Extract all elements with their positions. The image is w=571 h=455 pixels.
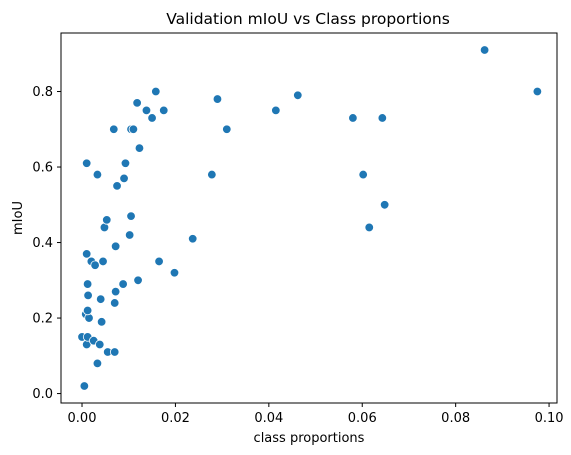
data-point [142, 106, 151, 115]
x-tick-label: 0.02 [161, 411, 190, 426]
chart-title: Validation mIoU vs Class proportions [166, 10, 450, 28]
y-tick-label: 0.4 [32, 236, 53, 251]
data-point [272, 106, 281, 115]
data-point [93, 170, 102, 179]
data-point [125, 231, 134, 240]
data-point [95, 340, 104, 349]
data-point [134, 276, 143, 285]
data-point [349, 114, 358, 123]
x-tick-label: 0.06 [348, 411, 377, 426]
data-point [380, 200, 389, 209]
data-point [208, 170, 217, 179]
data-point [110, 348, 119, 357]
data-point [155, 257, 164, 266]
data-point [135, 144, 144, 153]
data-point [113, 182, 122, 191]
data-point [188, 234, 197, 243]
data-point [148, 114, 157, 123]
data-point [91, 261, 100, 270]
data-point [120, 174, 129, 183]
data-point [129, 125, 138, 134]
data-point [159, 106, 168, 115]
y-axis-label: mIoU [11, 201, 26, 235]
data-point [93, 359, 102, 368]
data-point [82, 159, 91, 168]
data-point [127, 212, 136, 221]
x-tick-label: 0.10 [535, 411, 564, 426]
data-point [83, 306, 92, 315]
x-tick-label: 0.00 [68, 411, 97, 426]
data-point [80, 382, 89, 391]
data-point [111, 242, 120, 251]
data-point [213, 95, 222, 104]
data-point [293, 91, 302, 100]
data-point [110, 299, 119, 308]
x-tick-label: 0.04 [254, 411, 283, 426]
y-tick-label: 0.2 [32, 312, 53, 327]
data-point [119, 280, 128, 289]
data-point [96, 295, 105, 304]
data-point [152, 87, 161, 96]
data-point [121, 159, 130, 168]
data-point [133, 99, 142, 108]
y-tick-label: 0.6 [32, 161, 53, 176]
data-point [83, 280, 92, 289]
data-point [365, 223, 374, 232]
data-point [102, 216, 111, 225]
data-point [84, 291, 93, 300]
data-point [170, 268, 179, 277]
data-point [82, 250, 91, 259]
data-point [533, 87, 542, 96]
x-axis-label: class proportions [254, 431, 365, 446]
data-point [480, 46, 489, 55]
data-point [97, 318, 106, 327]
data-point [109, 125, 118, 134]
data-point [223, 125, 232, 134]
data-point [378, 114, 387, 123]
data-point [99, 257, 108, 266]
data-point [359, 170, 368, 179]
data-point [111, 287, 120, 296]
data-point [85, 314, 94, 323]
y-tick-label: 0.8 [32, 85, 53, 100]
x-tick-label: 0.08 [441, 411, 470, 426]
y-tick-label: 0.0 [32, 387, 53, 402]
